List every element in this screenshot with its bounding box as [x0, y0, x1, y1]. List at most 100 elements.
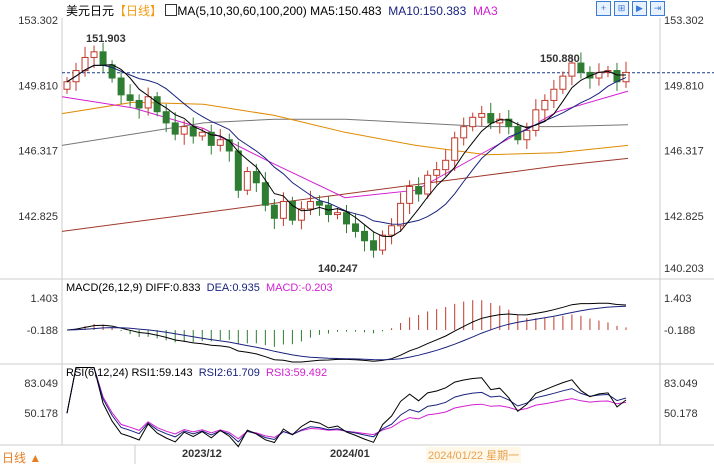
ma-label: MA(5,10,30,60,100,200) [177, 4, 307, 18]
candle-body [577, 62, 585, 73]
high-label-2: 150.880 [540, 53, 580, 65]
macd-tick-right: -0.188 [664, 325, 695, 337]
chart-header: 美元日元【日线】 MA(5,10,30,60,100,200) MA5:150.… [66, 2, 498, 19]
candle-body [216, 139, 224, 146]
candle-body [225, 139, 233, 152]
candle-body [442, 159, 450, 171]
low-label: 140.247 [318, 263, 358, 275]
candle-body [126, 94, 134, 101]
candle-body [144, 96, 152, 109]
forward-icon[interactable]: ⇥ [650, 1, 665, 16]
candle-body [153, 96, 161, 113]
candle-body [180, 126, 188, 135]
candle-body [352, 223, 360, 232]
candle-body [162, 111, 170, 124]
candle-body [550, 88, 558, 101]
ma30-value: MA3 [472, 4, 498, 18]
ma-settings-icon[interactable] [165, 4, 178, 16]
y-tick-left: 142.825 [18, 211, 58, 223]
candle-body [388, 225, 396, 236]
candle-body [99, 51, 107, 66]
y-tick-left: 153.302 [18, 15, 58, 27]
ma5-value: MA5:150.483 [310, 4, 382, 18]
chart-icon[interactable]: ⊞ [614, 1, 629, 16]
candle-body [406, 186, 414, 204]
candle-body [559, 75, 567, 90]
diff-line [66, 302, 627, 363]
date-label-dec: 2023/12 [182, 448, 222, 460]
y-tick-left: 146.317 [18, 146, 58, 158]
candle-body [306, 200, 314, 210]
dea-line [66, 305, 627, 361]
candle-body [505, 118, 513, 128]
macd-tick-right: 1.403 [664, 293, 692, 305]
candle-body [415, 186, 423, 195]
candle-body [460, 126, 468, 139]
crosshair-icon[interactable]: + [596, 1, 611, 16]
macd-tick-left: -0.188 [27, 325, 58, 337]
candle-body [469, 116, 477, 128]
y-tick-low: 140.203 [664, 263, 704, 275]
rsi-tick-right: 50.178 [664, 408, 698, 420]
y-tick-right: 142.825 [664, 211, 704, 223]
candle-body [288, 200, 296, 221]
candle-body [532, 109, 540, 131]
candle-body [333, 212, 341, 216]
candle-body [487, 113, 495, 124]
candle-body [252, 171, 260, 184]
symbol-title: 美元日元 [66, 4, 115, 18]
macd-tick-left: 1.403 [30, 293, 58, 305]
rsi-legend: RSI(6,12,24) RSI1:59.143 RSI2:61.709 RSI… [66, 367, 328, 379]
candle-body [586, 71, 594, 79]
candle-body [243, 171, 251, 191]
candle-body [315, 200, 323, 206]
candle-body [63, 81, 71, 90]
ma5-line [66, 64, 626, 238]
rsi-tick-left: 50.178 [24, 408, 58, 420]
candle-body [90, 51, 98, 58]
candle-body [568, 62, 576, 77]
candle-body [234, 150, 242, 191]
rsi1-line [66, 367, 627, 448]
candle-body [433, 169, 441, 176]
candle-body [424, 174, 432, 195]
candle-body [361, 230, 369, 242]
candle-body [297, 208, 305, 221]
candle-body [171, 122, 179, 135]
candle-body [451, 137, 459, 161]
y-tick-right: 149.810 [664, 80, 704, 92]
play-icon[interactable]: ▶ [632, 1, 647, 16]
candle-body [189, 126, 197, 137]
date-label-jan: 2024/01 [330, 448, 370, 460]
candle-body [541, 99, 549, 111]
rsi-tick-left: 83.049 [24, 378, 58, 390]
candle-body [343, 212, 350, 225]
candle-body [523, 129, 531, 141]
candle-body [270, 204, 278, 219]
rsi-tick-right: 83.049 [664, 378, 698, 390]
candle-body [370, 240, 378, 251]
ma10-line [66, 64, 627, 225]
ma10-value: MA10:150.383 [388, 4, 467, 18]
y-tick-right: 153.302 [664, 15, 704, 27]
high-label-1: 151.903 [86, 33, 126, 45]
y-tick-right: 146.317 [664, 146, 704, 158]
candle-body [207, 131, 215, 146]
candle-body [478, 113, 486, 118]
candle-body [135, 99, 143, 109]
candle-body [81, 56, 89, 72]
candle-body [261, 182, 269, 206]
cursor-date: 2024/01/22 星期一 [426, 447, 522, 463]
candle-body [279, 200, 287, 219]
candle-body [117, 77, 125, 96]
y-tick-left: 149.810 [18, 80, 58, 92]
period-label[interactable]: 【日线】 [114, 4, 163, 18]
ma200-line [61, 157, 629, 232]
period-switch[interactable]: 日线 ▲ [2, 451, 42, 464]
candle-body [397, 202, 405, 227]
candle-body [622, 71, 630, 83]
candle-body [198, 131, 206, 137]
macd-legend: MACD(26,12,9) DIFF:0.833 DEA:0.935 MACD:… [66, 282, 333, 294]
